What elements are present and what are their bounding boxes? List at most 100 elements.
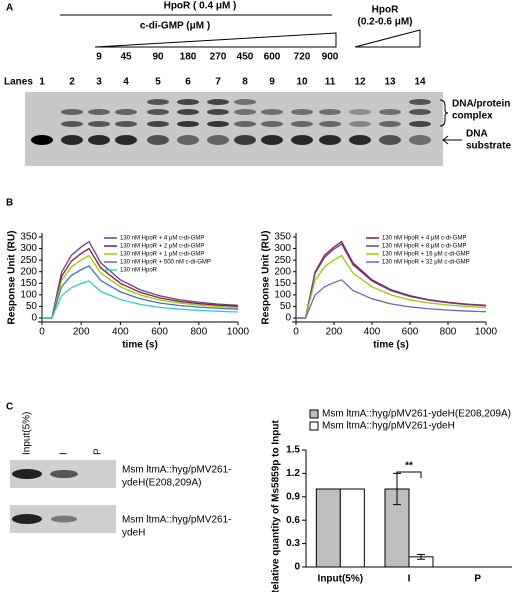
y-axis-label: Relative quantity of Ms5859p to Input [271,419,282,592]
gel-band [349,135,371,145]
x-tick-label: 400 [112,327,129,338]
gel-band [88,121,110,127]
x-tick-label: 200 [326,327,343,338]
concentration: 90 [152,52,164,63]
gel-row-label: Msm ltmA::hyg/pMV261- [122,465,231,476]
gel-band [50,470,78,478]
y-tick-label: 100 [274,289,291,300]
y-tick-label: 300 [274,243,291,254]
gel-band [207,121,229,127]
lane-number: 14 [414,77,426,88]
gel-a [25,92,443,166]
data-line [296,279,487,319]
lane-number: 2 [69,77,75,88]
complex-label: DNA/protein [452,99,510,110]
lane-number: 5 [155,77,161,88]
concentration: 900 [322,52,339,63]
gel-band [177,99,199,105]
gel-band [207,109,229,115]
lane-number: 8 [242,77,248,88]
y-tick-label: 150 [274,278,291,289]
gel-band [319,135,341,145]
concentration: 45 [120,52,132,63]
legend-swatch [309,421,319,431]
gel-band [207,135,229,145]
gel-band [261,121,283,127]
lane-number: 10 [296,77,308,88]
y-tick-label: 250 [274,255,291,266]
data-line [296,243,487,319]
lane-number: 3 [96,77,102,88]
gel-band [291,135,313,145]
significance-label: ** [405,461,413,472]
y-tick-label: 200 [274,266,291,277]
gel-band [409,99,431,105]
x-tick-label: 400 [364,327,381,338]
y-axis-label: Response Unit (RU) [261,231,272,325]
lanes-label: Lanes [4,77,33,88]
y-axis-label: Response Unit (RU) [7,231,18,325]
legend-label: 130 nM HpoR + 4 μM c-di-GMP [382,236,466,242]
y-tick-label: 0 [285,313,291,324]
legend-label: 130 nM HpoR + 500 nM c-di-GMP [120,260,211,266]
y-tick-label: 0.9 [286,491,300,502]
gel-band [51,515,77,523]
gel-band [115,135,137,145]
lane-number: 9 [269,77,275,88]
y-tick-label: 350 [274,232,291,243]
substrate-arrow [442,135,462,145]
legend-label: 130 nM HpoR + 32 μM c-di-GMP [382,260,470,266]
legend-label: 130 nM HpoR + 1 μM c-di-GMP [120,252,204,258]
y-tick-label: 0.6 [286,515,300,526]
hpor-range-label: HpoR [372,5,399,16]
gel-row-label: ydeH(E208,209A) [122,478,202,489]
gel-band [177,135,199,145]
y-tick-label: 1.5 [286,445,300,456]
gel-band [88,135,110,145]
legend-swatch [309,409,319,419]
x-tick-label: Input(5%) [318,574,364,585]
panel-label: B [6,198,13,209]
lane-number: 13 [384,77,396,88]
gel-band [409,121,431,127]
concentration: 450 [237,52,254,63]
y-tick-label: 0 [294,562,300,573]
gel-band [261,109,283,115]
y-tick-label: 50 [280,301,292,312]
gel-row-label: ydeH [122,528,145,539]
x-tick-label: 600 [151,327,168,338]
gel-band [61,109,83,115]
gel-band [177,109,199,115]
gel-band [115,121,137,127]
gel-band [147,135,169,145]
y-tick-label: 300 [20,243,37,254]
gel-band [115,109,137,115]
gel-band [291,109,313,115]
gel-band [349,109,371,115]
substrate-label: substrate [466,141,511,152]
gel-band [31,135,53,145]
y-tick-label: 150 [20,278,37,289]
y-tick-label: 350 [20,232,37,243]
gel-band [319,121,341,127]
gel-band [409,109,431,115]
gel-band [261,135,283,145]
concentration: 270 [210,52,227,63]
y-tick-label: 250 [20,255,37,266]
gel-band [409,135,431,145]
cdigmp-wedge [94,32,337,48]
gel-band [379,109,401,115]
lane-number: 7 [215,77,221,88]
y-tick-label: 0.3 [286,538,300,549]
gel-band [234,121,256,127]
lane-number: 4 [123,77,129,88]
legend-label: 130 nM HpoR + 4 μM c-di-GMP [120,236,204,242]
y-tick-label: 0 [31,313,37,324]
data-line [42,254,239,319]
hpor-range-label: (0.2-0.6 μM) [357,17,412,28]
bar [339,488,365,568]
y-tick-label: 100 [20,289,37,300]
legend-label: 130 nM HpoR [120,268,158,274]
gel-column-label: P [93,448,104,455]
legend-label: 130 nM HpoR + 16 μM c-di-GMP [382,252,470,258]
